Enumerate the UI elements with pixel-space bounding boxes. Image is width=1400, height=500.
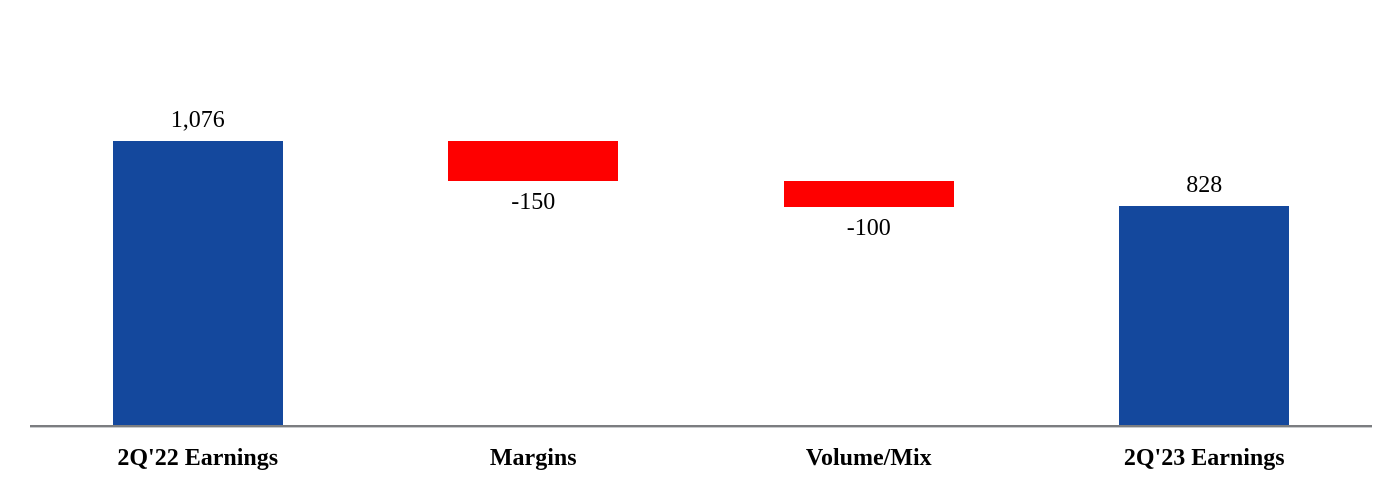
x-axis-label-volume-mix: Volume/Mix [805, 445, 932, 471]
bar-value-label-margins: -150 [511, 188, 556, 215]
x-axis-label-margins: Margins [489, 445, 577, 471]
bar-value-label-2q-22-earnings: 1,076 [170, 107, 225, 133]
bar-value-label-volume-mix: -100 [846, 214, 891, 241]
x-axis-label-2q-22-earnings: 2Q'22 Earnings [117, 445, 279, 471]
bar-margins [448, 141, 619, 181]
bar-2q-22-earnings [112, 141, 283, 425]
bar-value-label-2q-23-earnings: 828 [1186, 172, 1223, 199]
x-axis-label-2q-23-earnings: 2Q'23 Earnings [1123, 445, 1285, 471]
bar-volume-mix [783, 180, 954, 207]
bar-2q-23-earnings [1119, 206, 1290, 425]
x-axis-line [30, 425, 1372, 427]
